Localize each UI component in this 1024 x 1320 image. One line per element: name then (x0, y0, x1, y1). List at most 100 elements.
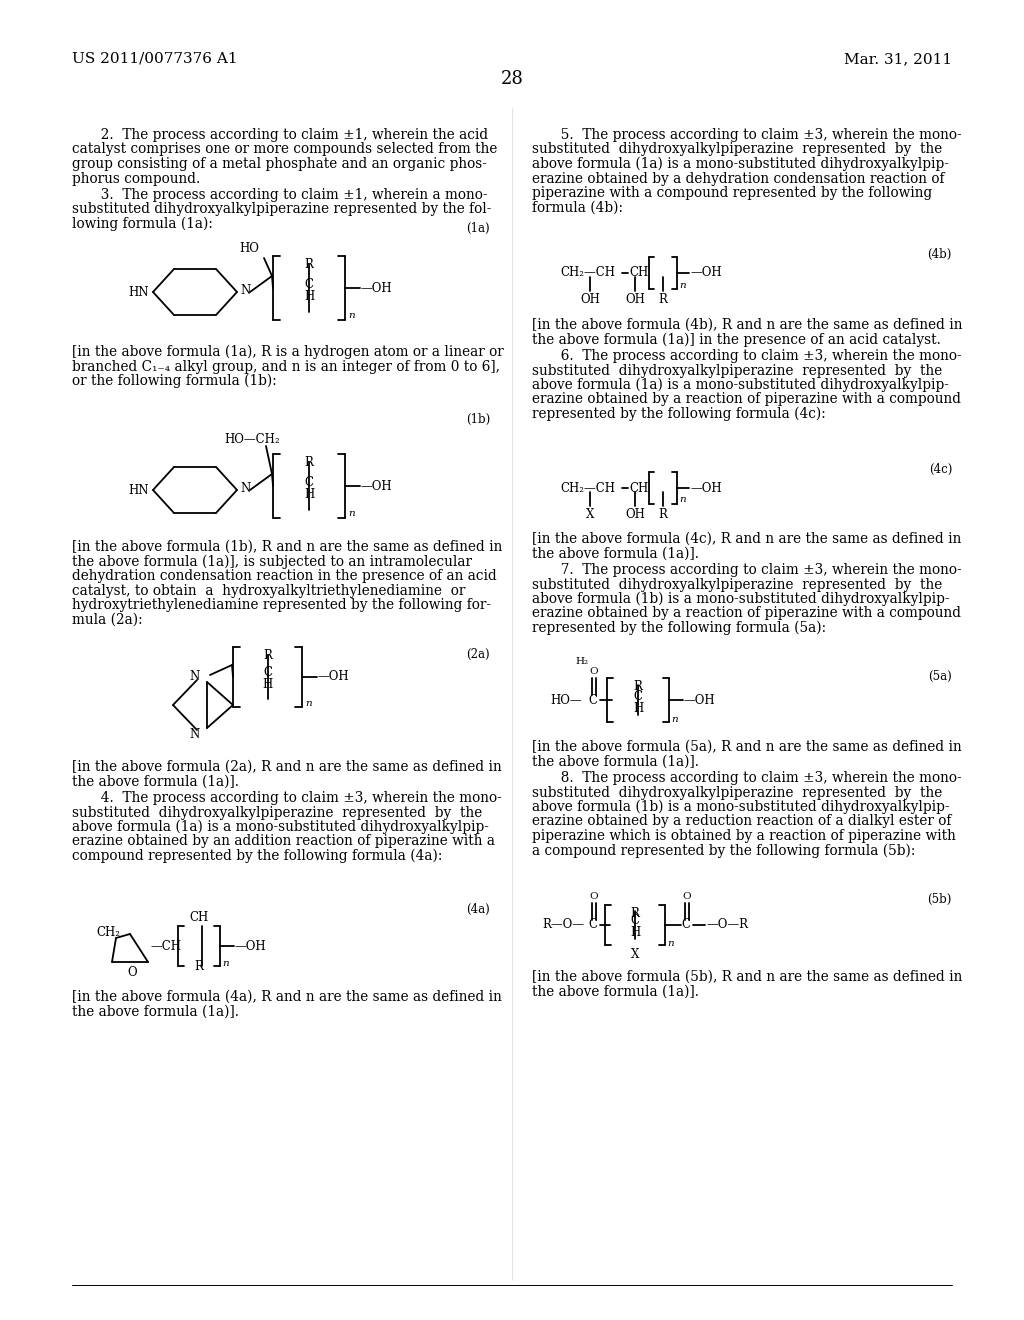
Text: lowing formula (1a):: lowing formula (1a): (72, 216, 213, 231)
Text: [in the above formula (5a), R and n are the same as defined in: [in the above formula (5a), R and n are … (532, 741, 962, 754)
Text: H₂: H₂ (575, 657, 589, 667)
Text: —OH: —OH (317, 671, 348, 684)
Text: C: C (631, 915, 640, 928)
Text: mula (2a):: mula (2a): (72, 612, 142, 627)
Text: the above formula (1a)].: the above formula (1a)]. (532, 985, 699, 998)
Text: O: O (590, 667, 598, 676)
Text: N: N (240, 483, 250, 495)
Text: N: N (189, 729, 200, 742)
Text: phorus compound.: phorus compound. (72, 172, 201, 186)
Text: the above formula (1a)].: the above formula (1a)]. (532, 546, 699, 561)
Text: [in the above formula (5b), R and n are the same as defined in: [in the above formula (5b), R and n are … (532, 970, 963, 983)
Text: above formula (1a) is a mono-substituted dihydroxyalkylpip-: above formula (1a) is a mono-substituted… (72, 820, 488, 834)
Text: 28: 28 (501, 70, 523, 88)
Text: piperazine with a compound represented by the following: piperazine with a compound represented b… (532, 186, 932, 201)
Text: 8.  The process according to claim ±3, wherein the mono-: 8. The process according to claim ±3, wh… (532, 771, 962, 785)
Text: n: n (679, 281, 686, 289)
Text: CH: CH (189, 911, 209, 924)
Text: C: C (588, 919, 597, 932)
Text: —OH: —OH (360, 479, 391, 492)
Text: [in the above formula (2a), R and n are the same as defined in: [in the above formula (2a), R and n are … (72, 760, 502, 774)
Text: N: N (189, 671, 200, 684)
Text: H: H (262, 678, 272, 692)
Text: C: C (588, 693, 597, 706)
Text: —OH: —OH (690, 482, 722, 495)
Text: 6.  The process according to claim ±3, wherein the mono-: 6. The process according to claim ±3, wh… (532, 348, 962, 363)
Text: H: H (630, 927, 640, 940)
Text: CH₂: CH₂ (96, 925, 120, 939)
Text: [in the above formula (1a), R is a hydrogen atom or a linear or: [in the above formula (1a), R is a hydro… (72, 345, 504, 359)
Text: HO—CH₂: HO—CH₂ (224, 433, 280, 446)
Text: branched C₁₋₄ alkyl group, and n is an integer of from 0 to 6],: branched C₁₋₄ alkyl group, and n is an i… (72, 359, 500, 374)
Text: (5b): (5b) (928, 894, 952, 906)
Text: [in the above formula (1b), R and n are the same as defined in: [in the above formula (1b), R and n are … (72, 540, 503, 554)
Text: the above formula (1a)].: the above formula (1a)]. (72, 1005, 239, 1019)
Text: above formula (1b) is a mono-substituted dihydroxyalkylpip-: above formula (1b) is a mono-substituted… (532, 800, 949, 814)
Text: O: O (590, 892, 598, 902)
Text: HN: HN (128, 286, 150, 300)
Text: erazine obtained by an addition reaction of piperazine with a: erazine obtained by an addition reaction… (72, 834, 495, 849)
Text: [in the above formula (4b), R and n are the same as defined in: [in the above formula (4b), R and n are … (532, 318, 963, 333)
Text: R: R (658, 508, 668, 521)
Text: Mar. 31, 2011: Mar. 31, 2011 (844, 51, 952, 66)
Text: catalyst, to obtain  a  hydroxyalkyltriethylenediamine  or: catalyst, to obtain a hydroxyalkyltrieth… (72, 583, 465, 598)
Text: compound represented by the following formula (4a):: compound represented by the following fo… (72, 849, 442, 863)
Text: —OH: —OH (683, 693, 715, 706)
Text: X: X (631, 948, 639, 961)
Text: R: R (263, 649, 272, 663)
Text: —O—R: —O—R (706, 919, 748, 932)
Text: (2a): (2a) (466, 648, 490, 661)
Text: 5.  The process according to claim ±3, wherein the mono-: 5. The process according to claim ±3, wh… (532, 128, 962, 143)
Text: substituted  dihydroxyalkylpiperazine  represented  by  the: substituted dihydroxyalkylpiperazine rep… (532, 143, 942, 157)
Text: substituted  dihydroxyalkylpiperazine  represented  by  the: substituted dihydroxyalkylpiperazine rep… (532, 363, 942, 378)
Text: CH₂—CH: CH₂—CH (560, 482, 615, 495)
Text: the above formula (1a)] in the presence of an acid catalyst.: the above formula (1a)] in the presence … (532, 333, 941, 347)
Text: the above formula (1a)].: the above formula (1a)]. (72, 775, 239, 788)
Text: R—O—: R—O— (542, 919, 584, 932)
Text: 4.  The process according to claim ±3, wherein the mono-: 4. The process according to claim ±3, wh… (72, 791, 502, 805)
Text: C: C (304, 475, 313, 488)
Text: R: R (631, 907, 639, 920)
Text: n: n (671, 715, 678, 725)
Text: R: R (304, 455, 313, 469)
Text: O: O (683, 892, 691, 902)
Text: [in the above formula (4a), R and n are the same as defined in: [in the above formula (4a), R and n are … (72, 990, 502, 1005)
Text: n: n (348, 510, 354, 519)
Text: (5a): (5a) (928, 671, 952, 682)
Text: or the following formula (1b):: or the following formula (1b): (72, 374, 276, 388)
Text: above formula (1a) is a mono-substituted dihydroxyalkylpip-: above formula (1a) is a mono-substituted… (532, 378, 949, 392)
Text: 7.  The process according to claim ±3, wherein the mono-: 7. The process according to claim ±3, wh… (532, 564, 962, 577)
Text: —OH: —OH (690, 267, 722, 280)
Text: R: R (634, 680, 642, 693)
Text: hydroxytriethylenediamine represented by the following for-: hydroxytriethylenediamine represented by… (72, 598, 490, 612)
Text: US 2011/0077376 A1: US 2011/0077376 A1 (72, 51, 238, 66)
Text: CH: CH (629, 267, 648, 280)
Text: R: R (658, 293, 668, 306)
Text: HO: HO (240, 242, 259, 255)
Text: H: H (633, 701, 643, 714)
Text: —OH: —OH (234, 940, 265, 953)
Text: dehydration condensation reaction in the presence of an acid: dehydration condensation reaction in the… (72, 569, 497, 583)
Text: n: n (667, 939, 674, 948)
Text: OH: OH (580, 293, 600, 306)
Text: represented by the following formula (5a):: represented by the following formula (5a… (532, 620, 826, 635)
Text: OH: OH (625, 508, 645, 521)
Text: O: O (127, 966, 137, 979)
Text: n: n (679, 495, 686, 504)
Text: the above formula (1a)], is subjected to an intramolecular: the above formula (1a)], is subjected to… (72, 554, 472, 569)
Text: erazine obtained by a reduction reaction of a dialkyl ester of: erazine obtained by a reduction reaction… (532, 814, 951, 829)
Text: substituted dihydroxyalkylpiperazine represented by the fol-: substituted dihydroxyalkylpiperazine rep… (72, 202, 492, 216)
Text: n: n (305, 698, 311, 708)
Text: OH: OH (625, 293, 645, 306)
Text: above formula (1b) is a mono-substituted dihydroxyalkylpip-: above formula (1b) is a mono-substituted… (532, 591, 949, 606)
Text: 3.  The process according to claim ±1, wherein a mono-: 3. The process according to claim ±1, wh… (72, 187, 487, 202)
Text: erazine obtained by a dehydration condensation reaction of: erazine obtained by a dehydration conden… (532, 172, 944, 186)
Text: N: N (240, 285, 250, 297)
Text: C: C (634, 689, 642, 702)
Text: 2.  The process according to claim ±1, wherein the acid: 2. The process according to claim ±1, wh… (72, 128, 488, 143)
Text: represented by the following formula (4c):: represented by the following formula (4c… (532, 407, 825, 421)
Text: piperazine which is obtained by a reaction of piperazine with: piperazine which is obtained by a reacti… (532, 829, 955, 843)
Text: substituted  dihydroxyalkylpiperazine  represented  by  the: substituted dihydroxyalkylpiperazine rep… (532, 785, 942, 800)
Text: CH₂—CH: CH₂—CH (560, 267, 615, 280)
Text: H: H (304, 487, 314, 500)
